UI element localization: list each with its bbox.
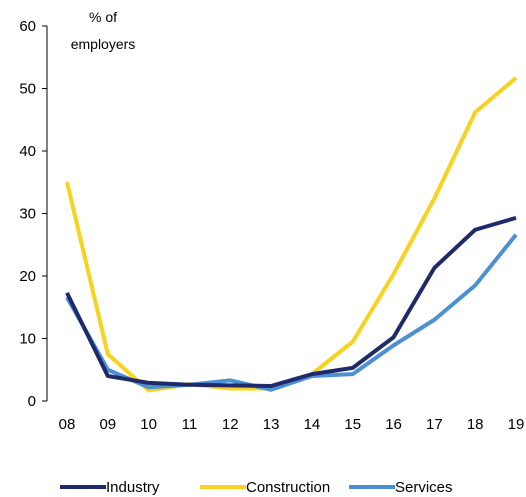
x-tick-label: 14 xyxy=(304,416,321,433)
y-axis-label-line-1: % of xyxy=(89,9,117,25)
x-tick-label: 12 xyxy=(222,416,239,433)
legend-label-services: Services xyxy=(395,479,453,496)
series-line-construction xyxy=(65,76,518,393)
y-tick-label: 20 xyxy=(19,268,36,285)
x-tick-label: 08 xyxy=(59,416,76,433)
legend: Industry Construction Services xyxy=(60,479,453,496)
x-tick-label: 09 xyxy=(99,416,116,433)
legend-label-industry: Industry xyxy=(106,479,160,496)
x-tick-label: 10 xyxy=(140,416,157,433)
x-tick-label: 11 xyxy=(182,416,198,433)
x-tick-label: 16 xyxy=(385,416,402,433)
x-tick-label: 17 xyxy=(426,416,443,433)
y-axis-label-line-2: employers xyxy=(71,36,136,52)
series-line-industry xyxy=(65,215,517,388)
x-tick-label: 18 xyxy=(467,416,484,433)
series-line-services xyxy=(65,233,518,392)
y-tick-label: 50 xyxy=(19,81,36,98)
series-layer xyxy=(65,76,518,393)
y-tick-label: 0 xyxy=(28,393,36,410)
y-tick-label: 30 xyxy=(19,206,36,223)
x-tick-label: 13 xyxy=(263,416,280,433)
axes: 0 10 20 30 40 50 60 08 09 10 11 12 13 14 15 16 17 18 19 xyxy=(19,18,524,433)
y-tick-label: 40 xyxy=(19,143,36,160)
x-tick-label: 15 xyxy=(344,416,361,433)
y-tick-label: 10 xyxy=(19,331,36,348)
x-tick-label: 19 xyxy=(508,416,525,433)
legend-label-construction: Construction xyxy=(246,479,330,496)
y-tick-label: 60 xyxy=(19,18,36,35)
